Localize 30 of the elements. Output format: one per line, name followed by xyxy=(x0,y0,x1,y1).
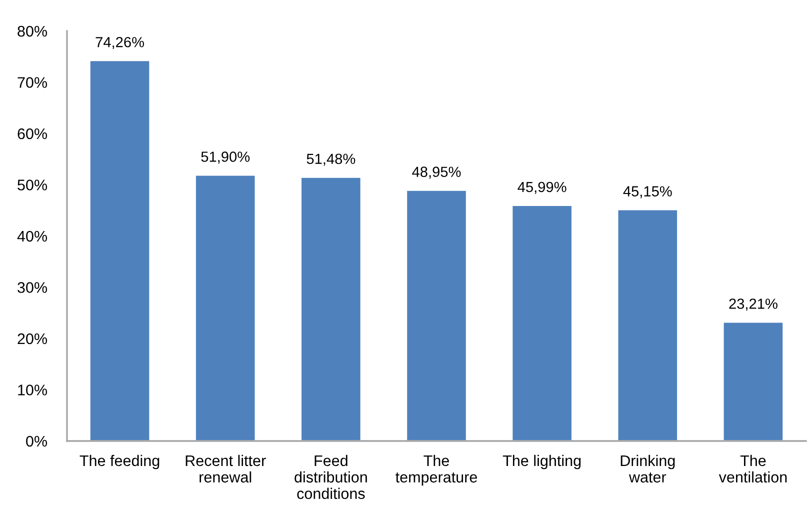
x-tick-label: Feed distribution conditions xyxy=(294,454,367,500)
data-label: 45,15% xyxy=(623,186,672,198)
y-tick-label: 80% xyxy=(18,26,48,37)
bar xyxy=(511,204,573,441)
y-tick-label: 20% xyxy=(18,333,48,344)
x-tick-label: Recent litter renewal xyxy=(186,454,266,483)
bar xyxy=(89,60,151,441)
bar xyxy=(722,321,784,441)
data-label: 23,21% xyxy=(729,298,778,311)
bar xyxy=(194,174,256,441)
x-tick-label: The feeding xyxy=(80,454,160,470)
x-tick-label: The lighting xyxy=(502,454,581,470)
y-tick-label: 70% xyxy=(18,77,48,88)
bar xyxy=(300,176,362,441)
y-tick-label: 10% xyxy=(18,384,48,396)
bar xyxy=(406,189,468,441)
x-tick-label: Drinking water xyxy=(620,454,675,483)
bar xyxy=(616,208,678,441)
y-tick-label: 60% xyxy=(18,128,48,140)
y-tick-label: 50% xyxy=(18,180,48,190)
data-label: 74,26% xyxy=(96,36,144,50)
data-label: 51,48% xyxy=(306,154,356,166)
y-tick-label: 0% xyxy=(26,436,48,447)
data-label: 48,95% xyxy=(412,166,461,179)
x-tick-label: The temperature xyxy=(396,454,478,486)
y-tick-label: 30% xyxy=(18,282,48,293)
data-label: 45,99% xyxy=(518,182,566,194)
y-tick-label: 40% xyxy=(17,230,48,242)
x-tick-label: The ventilation xyxy=(718,454,787,483)
data-label: 51,90% xyxy=(201,152,250,164)
